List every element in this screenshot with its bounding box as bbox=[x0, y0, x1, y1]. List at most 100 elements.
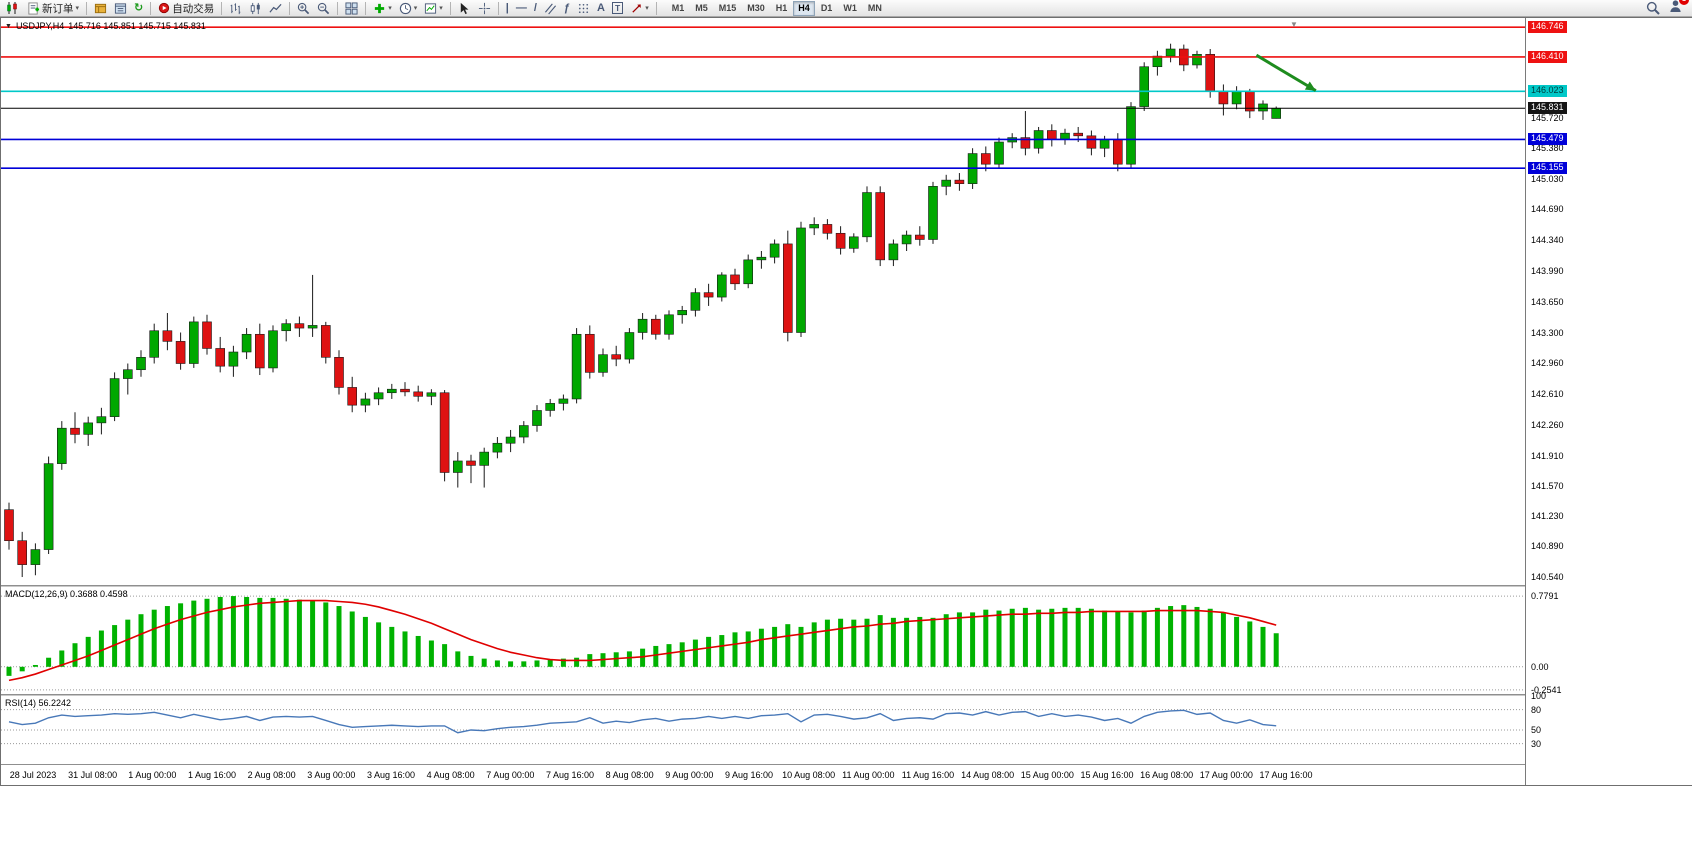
timeframe-button-mn[interactable]: MN bbox=[867, 2, 882, 13]
macd-histogram-bar bbox=[178, 603, 184, 667]
bull-candle bbox=[862, 192, 872, 238]
timeframe-button-h4[interactable]: H4 bbox=[793, 0, 815, 16]
rsi-line bbox=[8, 709, 1277, 734]
bull-candle bbox=[43, 463, 54, 550]
timeframe-button-h1[interactable]: H1 bbox=[775, 2, 788, 13]
timeframe-button-m30[interactable]: M30 bbox=[747, 2, 765, 13]
templates-button[interactable]: ▾ bbox=[421, 1, 446, 16]
panel-splitter[interactable] bbox=[1, 694, 1525, 696]
rsi-axis-label: 50 bbox=[1531, 725, 1542, 735]
trendline-tool[interactable]: / bbox=[531, 1, 540, 16]
timeframe-button-m5[interactable]: M5 bbox=[695, 2, 708, 13]
macd-histogram-bar bbox=[389, 626, 395, 667]
macd-histogram-bar bbox=[508, 661, 514, 667]
main-chart[interactable] bbox=[1, 18, 1525, 585]
price-axis[interactable]: 145.720 145.380 145.030 144.690 144.340 143.9… bbox=[1525, 18, 1692, 785]
bull-candle bbox=[479, 451, 490, 466]
macd-histogram-bar bbox=[824, 619, 830, 667]
macd-histogram-bar bbox=[864, 618, 870, 667]
new-order-button[interactable]: 新订单 ▾ bbox=[24, 1, 82, 16]
data-window-button[interactable] bbox=[111, 1, 130, 16]
time-label: 3 Aug 00:00 bbox=[307, 770, 356, 780]
timeframe-button-d1[interactable]: D1 bbox=[820, 2, 833, 13]
fibonacci-tool[interactable]: ƒ bbox=[561, 1, 573, 16]
price-tick: 143.650 bbox=[1531, 296, 1564, 307]
timeframe-button-m1[interactable]: M1 bbox=[671, 2, 685, 13]
cursor-button[interactable] bbox=[455, 1, 474, 16]
price-tick: 140.890 bbox=[1531, 541, 1564, 552]
bear-candle bbox=[611, 354, 622, 360]
autotrading-button[interactable]: 自动交易 bbox=[155, 1, 217, 16]
price-tick: 145.720 bbox=[1531, 113, 1564, 124]
timeframe-button-m15[interactable]: M15 bbox=[718, 2, 737, 13]
horizontal-line-tool[interactable]: — bbox=[513, 1, 530, 16]
chart-title: ▼ USDJPY,H4 145.716 145.851 145.715 145.… bbox=[5, 21, 206, 31]
new-order-icon bbox=[28, 1, 40, 15]
chart-menu-icon[interactable]: ▼ bbox=[5, 22, 12, 30]
bear-candle bbox=[1047, 130, 1057, 140]
bear-candle bbox=[1086, 135, 1097, 149]
channel-tool[interactable] bbox=[541, 1, 560, 16]
periods-button[interactable]: ▾ bbox=[396, 1, 421, 16]
bull-candle bbox=[598, 354, 608, 373]
notification-badge: 1 bbox=[1679, 0, 1689, 5]
search-icon[interactable] bbox=[1646, 1, 1660, 15]
time-label: 28 Jul 2023 bbox=[9, 770, 57, 780]
bull-candle bbox=[1258, 103, 1268, 112]
bull-candle bbox=[1139, 66, 1149, 107]
macd-histogram-bar bbox=[1022, 607, 1028, 667]
macd-histogram-bar bbox=[1049, 608, 1055, 667]
macd-panel: MACD(12,26,9) 0.3688 0.4598 bbox=[1, 587, 1525, 694]
macd-chart[interactable] bbox=[1, 587, 1525, 694]
label-tool[interactable]: T bbox=[609, 1, 626, 16]
tile-windows-button[interactable] bbox=[342, 1, 361, 16]
macd-histogram-bar bbox=[640, 648, 646, 667]
time-label: 9 Aug 16:00 bbox=[724, 770, 774, 780]
toolbar-separator bbox=[150, 1, 152, 15]
bear-candle bbox=[1205, 54, 1215, 92]
crosshair-button[interactable] bbox=[475, 1, 494, 16]
bear-candle bbox=[1073, 132, 1083, 137]
timeframe-button-w1[interactable]: W1 bbox=[843, 2, 857, 13]
bull-candle bbox=[901, 234, 912, 245]
macd-histogram-bar bbox=[547, 659, 553, 667]
rsi-chart[interactable] bbox=[1, 696, 1525, 764]
bull-candle bbox=[1165, 48, 1176, 57]
arrows-tool[interactable]: ▾ bbox=[627, 1, 652, 16]
indicators-button[interactable]: ▾ bbox=[370, 1, 395, 16]
time-axis[interactable]: 28 Jul 2023 31 Jul 08:00 1 Aug 00:00 1 Aug … bbox=[1, 765, 1525, 785]
bull-candle bbox=[1099, 139, 1110, 149]
toolbar-separator bbox=[449, 1, 451, 15]
cursor-icon bbox=[460, 2, 469, 14]
vertical-line-tool[interactable]: | bbox=[503, 1, 512, 16]
text-tool[interactable]: A bbox=[594, 1, 608, 16]
chart-shift-marker-icon[interactable]: ▼ bbox=[1290, 20, 1298, 29]
price-tick: 143.990 bbox=[1531, 266, 1564, 277]
refresh-button[interactable]: ↻ bbox=[131, 1, 146, 16]
time-label: 16 Aug 08:00 bbox=[1140, 770, 1194, 780]
equidistant-channel-icon bbox=[544, 3, 556, 14]
line-chart-button[interactable] bbox=[266, 1, 285, 16]
panel-splitter[interactable] bbox=[1, 585, 1525, 587]
bull-candle bbox=[96, 416, 107, 424]
account-button[interactable]: 1 bbox=[1668, 0, 1689, 18]
bull-candle bbox=[123, 369, 133, 379]
macd-histogram-bar bbox=[785, 624, 791, 667]
bear-candle bbox=[17, 540, 28, 565]
shapes-tool[interactable] bbox=[574, 1, 593, 16]
bear-candle bbox=[439, 392, 450, 473]
bear-candle bbox=[1218, 91, 1229, 105]
market-watch-button[interactable] bbox=[91, 1, 110, 16]
zoom-in-button[interactable] bbox=[294, 1, 313, 16]
bull-candle bbox=[307, 325, 318, 329]
chart-window-icon[interactable] bbox=[3, 1, 23, 16]
new-order-label: 新订单 bbox=[42, 2, 74, 15]
macd-histogram-bar bbox=[428, 640, 434, 667]
bull-candle bbox=[928, 186, 938, 240]
bar-chart-button[interactable] bbox=[226, 1, 245, 16]
candlestick-chart-button[interactable] bbox=[246, 1, 265, 16]
bull-candle bbox=[1192, 54, 1202, 66]
zoom-in-icon bbox=[298, 2, 310, 14]
trend-arrow[interactable] bbox=[1255, 53, 1317, 92]
zoom-out-button[interactable] bbox=[314, 1, 333, 16]
